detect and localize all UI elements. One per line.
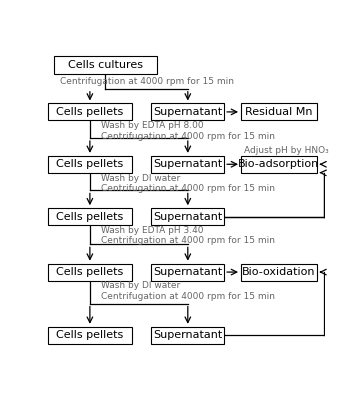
Text: Supernatant: Supernatant — [153, 212, 222, 222]
FancyBboxPatch shape — [241, 264, 317, 280]
FancyBboxPatch shape — [48, 264, 132, 280]
Text: Supernatant: Supernatant — [153, 267, 222, 277]
Text: Cells pellets: Cells pellets — [56, 107, 123, 117]
FancyBboxPatch shape — [48, 327, 132, 344]
FancyBboxPatch shape — [241, 104, 317, 120]
FancyBboxPatch shape — [241, 156, 317, 173]
FancyBboxPatch shape — [48, 208, 132, 225]
FancyBboxPatch shape — [152, 104, 224, 120]
Text: Adjust pH by HNO₃: Adjust pH by HNO₃ — [244, 146, 329, 155]
FancyBboxPatch shape — [48, 156, 132, 173]
Text: Cells pellets: Cells pellets — [56, 330, 123, 340]
Text: Supernatant: Supernatant — [153, 330, 222, 340]
Text: Supernatant: Supernatant — [153, 107, 222, 117]
Text: Wash by EDTA pH 3.40
Centrifugation at 4000 rpm for 15 min: Wash by EDTA pH 3.40 Centrifugation at 4… — [101, 226, 275, 246]
Text: Wash by DI water
Centrifugation at 4000 rpm for 15 min: Wash by DI water Centrifugation at 4000 … — [101, 282, 275, 301]
FancyBboxPatch shape — [152, 208, 224, 225]
FancyBboxPatch shape — [152, 327, 224, 344]
FancyBboxPatch shape — [152, 156, 224, 173]
Text: Cells cultures: Cells cultures — [68, 60, 143, 70]
Text: Centrifugation at 4000 rpm for 15 min: Centrifugation at 4000 rpm for 15 min — [60, 77, 234, 86]
FancyBboxPatch shape — [53, 56, 157, 74]
Text: Cells pellets: Cells pellets — [56, 159, 123, 169]
Text: Wash by EDTA pH 8.00
Centrifugation at 4000 rpm for 15 min: Wash by EDTA pH 8.00 Centrifugation at 4… — [101, 121, 275, 141]
Text: Bio-adsorption: Bio-adsorption — [238, 159, 319, 169]
Text: Cells pellets: Cells pellets — [56, 212, 123, 222]
Text: Supernatant: Supernatant — [153, 159, 222, 169]
Text: Residual Mn: Residual Mn — [245, 107, 313, 117]
Text: Cells pellets: Cells pellets — [56, 267, 123, 277]
Text: Bio-oxidation: Bio-oxidation — [242, 267, 316, 277]
FancyBboxPatch shape — [152, 264, 224, 280]
Text: Wash by DI water
Centrifugation at 4000 rpm for 15 min: Wash by DI water Centrifugation at 4000 … — [101, 174, 275, 193]
FancyBboxPatch shape — [48, 104, 132, 120]
